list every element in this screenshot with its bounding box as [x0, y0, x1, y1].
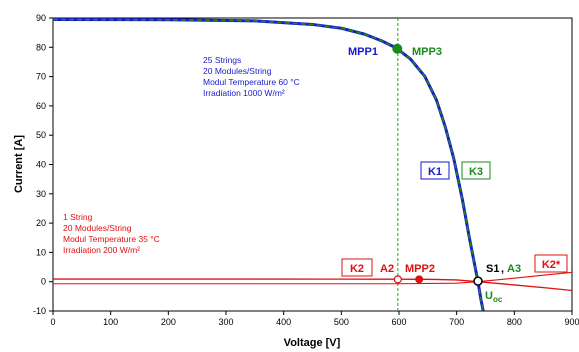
- label-k1: K1: [428, 166, 442, 178]
- x-tick-label-5: 500: [334, 317, 349, 327]
- y-tick-label-3: 20: [36, 218, 46, 228]
- y-axis-title: Current [A]: [13, 135, 25, 193]
- x-tick-label-7: 700: [449, 317, 464, 327]
- label-k2-star: K2*: [542, 259, 561, 271]
- red-info-line-1: 1 String: [63, 212, 93, 222]
- label-uoc: Uoc: [485, 290, 503, 304]
- marker-a2: [393, 275, 402, 284]
- series-line-k2: [53, 278, 573, 292]
- label-uoc-subscript: oc: [493, 295, 503, 304]
- label-k3: K3: [469, 166, 483, 178]
- blue-info-line-2: 20 Modules/String: [203, 66, 272, 76]
- marker-s1: [473, 276, 483, 286]
- red-info-line-2: 20 Modules/String: [63, 223, 132, 233]
- point-markers: [392, 43, 483, 286]
- marker-mpp1-mpp3: [392, 43, 403, 54]
- label-a3: A3: [507, 263, 521, 275]
- y-tick-label-6: 50: [36, 130, 46, 140]
- y-tick-label-1: 0: [41, 277, 46, 287]
- label-uoc-main: U: [485, 290, 493, 302]
- red-info-block: 1 String 20 Modules/String Modul Tempera…: [63, 212, 160, 255]
- label-k3-box: [461, 161, 491, 180]
- y-tick-label-0: -10: [33, 306, 46, 316]
- label-mpp3: MPP3: [412, 46, 442, 58]
- x-axis-title: Voltage [V]: [284, 337, 341, 349]
- y-tick-label-8: 70: [36, 72, 46, 82]
- x-tick-label-4: 400: [276, 317, 291, 327]
- x-tick-label-3: 300: [218, 317, 233, 327]
- y-tick-label-7: 60: [36, 101, 46, 111]
- y-tick-label-4: 30: [36, 189, 46, 199]
- x-tick-label-9: 900: [564, 317, 579, 327]
- x-tick-label-0: 0: [50, 317, 55, 327]
- y-tick-label-10: 90: [36, 13, 46, 23]
- label-k2-box: [341, 258, 373, 277]
- label-mpp2: MPP2: [405, 263, 435, 275]
- y-tick-label-9: 80: [36, 42, 46, 52]
- red-info-line-4: Irradiation 200 W/m²: [63, 245, 140, 255]
- y-tick-label-2: 10: [36, 247, 46, 257]
- series-line-k3: [52, 18, 484, 312]
- label-k2: K2: [350, 263, 364, 275]
- label-k2-star-box: [534, 254, 568, 273]
- x-tick-label-2: 200: [161, 317, 176, 327]
- label-s1-separator: ,: [501, 263, 504, 275]
- label-s1: S1: [486, 263, 499, 275]
- blue-info-line-1: 25 Strings: [203, 55, 241, 65]
- blue-info-line-3: Modul Temperature 60 °C: [203, 77, 300, 87]
- red-info-line-3: Modul Temperature 35 °C: [63, 234, 160, 244]
- blue-info-block: 25 Strings 20 Modules/String Modul Tempe…: [203, 55, 300, 98]
- label-mpp1: MPP1: [348, 46, 378, 58]
- label-a2: A2: [380, 263, 394, 275]
- y-tick-label-5: 40: [36, 160, 46, 170]
- x-tick-label-1: 100: [103, 317, 118, 327]
- y-axis-ticks: -10 0 10 20 30 40 50 60 70 80 90: [33, 13, 53, 316]
- label-k1-box: [420, 161, 450, 180]
- x-tick-label-6: 600: [391, 317, 406, 327]
- marker-mpp2: [415, 275, 424, 284]
- blue-info-line-4: Irradiation 1000 W/m²: [203, 88, 285, 98]
- x-axis-ticks: 0 100 200 300 400 500 600 700 800 900: [50, 311, 579, 327]
- x-tick-label-8: 800: [507, 317, 522, 327]
